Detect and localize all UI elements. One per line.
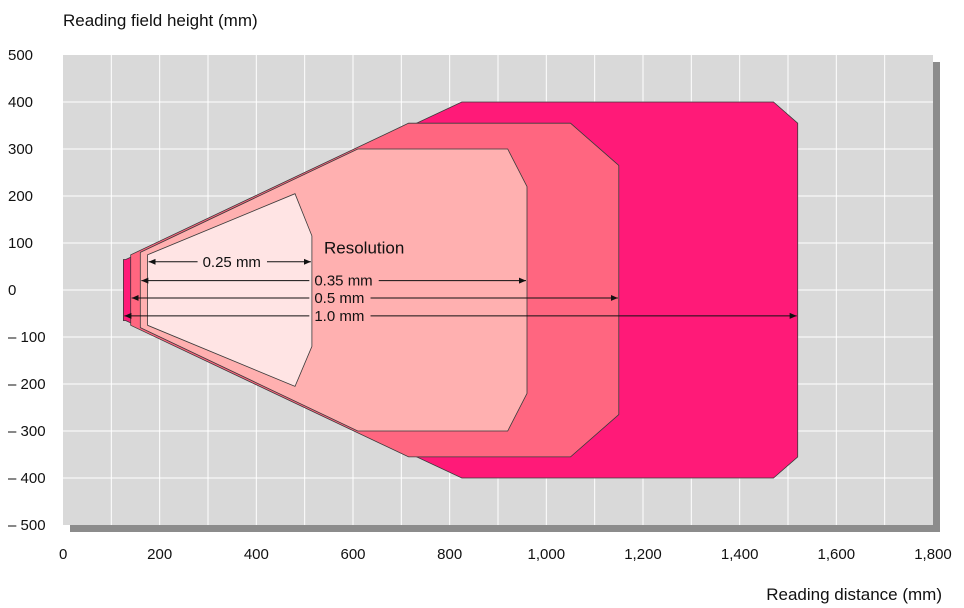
x-axis-title: Reading distance (mm)	[766, 585, 942, 604]
x-tick-label: 200	[147, 546, 172, 563]
y-tick-label: – 300	[8, 423, 46, 440]
y-tick-label: 500	[8, 47, 33, 64]
reading-field-0-25-mmmm-area	[147, 193, 313, 387]
x-tick-labels: 0 200 400 600 800 1,000 1,200 1,400 1,600 1,800	[59, 546, 952, 563]
resolution-title: Resolution	[324, 238, 404, 257]
resolution-arrows: 1.0 mm0.5 mm0.35 mm 0.25 mm	[124, 254, 797, 325]
resolution-label: 0.35 mm	[314, 273, 372, 290]
y-tick-label: – 400	[8, 470, 46, 487]
resolution-label: 0.5 mm	[314, 290, 364, 307]
x-tick-label: 800	[437, 546, 462, 563]
y-axis-title: Reading field height (mm)	[63, 11, 258, 30]
y-tick-label: 400	[8, 94, 33, 111]
x-tick-label: 1,200	[624, 546, 662, 563]
x-tick-label: 1,000	[528, 546, 566, 563]
y-tick-label: – 200	[8, 376, 46, 393]
resolution-label: 1.0 mm	[314, 308, 364, 325]
x-tick-label: 0	[59, 546, 67, 563]
resolution-label: 0.25 mm	[203, 254, 261, 271]
y-tick-labels: 500 400 300 200 100 0 – 100 – 200 – 300 – 400 – 50…	[8, 47, 46, 534]
x-tick-label: 1,800	[914, 546, 952, 563]
reading-field-areas	[123, 101, 799, 479]
x-tick-label: 400	[244, 546, 269, 563]
x-tick-label: 1,400	[721, 546, 759, 563]
y-tick-label: 300	[8, 141, 33, 158]
x-tick-label: 1,600	[818, 546, 856, 563]
y-tick-label: 0	[8, 282, 16, 299]
x-tick-label: 600	[340, 546, 365, 563]
y-tick-label: 200	[8, 188, 33, 205]
y-tick-label: 100	[8, 235, 33, 252]
y-tick-label: – 500	[8, 517, 46, 534]
y-tick-label: – 100	[8, 329, 46, 346]
